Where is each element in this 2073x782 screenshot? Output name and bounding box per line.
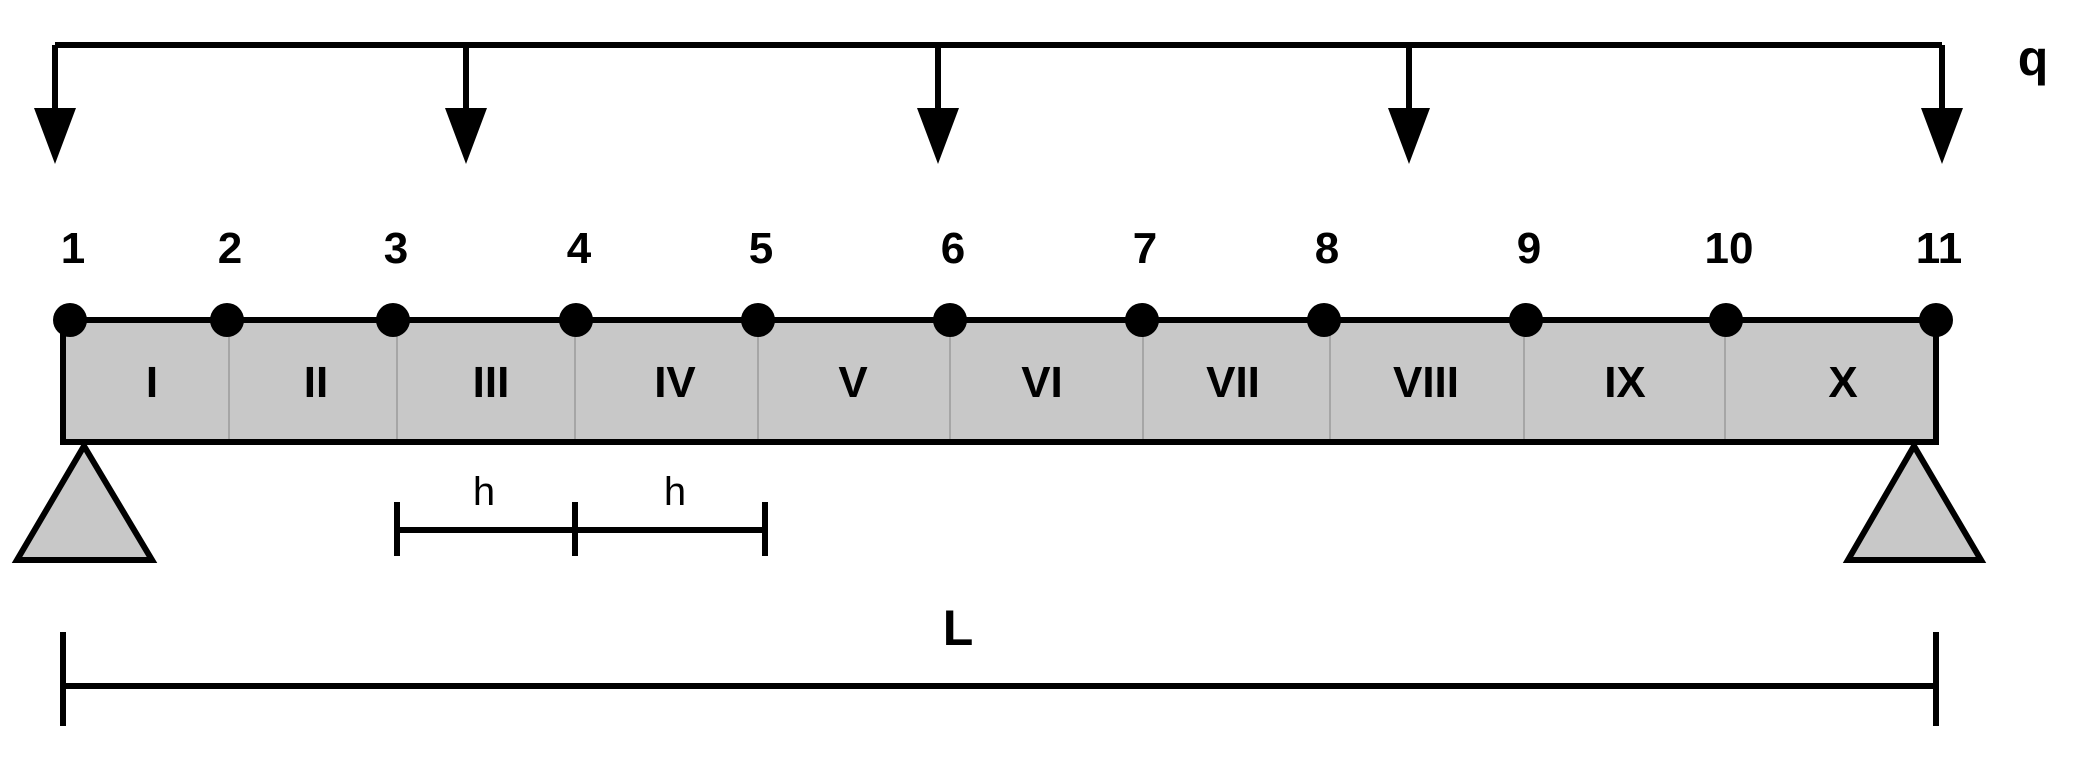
segment-label: IX <box>1604 358 1646 407</box>
node-label: 6 <box>941 224 965 273</box>
node-dot <box>1307 303 1341 337</box>
node-dot <box>1125 303 1159 337</box>
segment-label: VII <box>1206 358 1260 407</box>
length-dimension: L <box>60 600 1939 726</box>
distributed-load: q <box>34 30 2048 164</box>
node-dot <box>53 303 87 337</box>
node-label: 4 <box>567 224 592 273</box>
node-dot <box>210 303 244 337</box>
node-label: 7 <box>1133 224 1157 273</box>
node-dot <box>933 303 967 337</box>
node-dot <box>1709 303 1743 337</box>
segment-label: I <box>146 358 158 407</box>
node-labels: 1 2 3 4 5 6 7 8 9 10 11 <box>61 224 1963 273</box>
load-arrows <box>34 45 1963 164</box>
segment-label: II <box>304 358 328 407</box>
load-arrow-head <box>445 108 487 164</box>
left-support <box>11 440 158 563</box>
segment-label: V <box>838 358 868 407</box>
segment-dividers <box>228 323 1726 439</box>
node-label: 3 <box>384 224 408 273</box>
load-label: q <box>2018 30 2049 86</box>
h-label: h <box>664 470 686 514</box>
node-label: 10 <box>1705 224 1754 273</box>
node-label: 5 <box>749 224 773 273</box>
node-label: 8 <box>1315 224 1339 273</box>
node-dot <box>1919 303 1953 337</box>
load-arrow-head <box>34 108 76 164</box>
node-dot <box>376 303 410 337</box>
segment-label: III <box>473 358 510 407</box>
node-label: 2 <box>218 224 242 273</box>
load-arrow-head <box>1921 108 1963 164</box>
node-label: 1 <box>61 224 85 273</box>
beam-body <box>60 317 1939 445</box>
load-arrow-head <box>917 108 959 164</box>
node-dot <box>559 303 593 337</box>
segment-labels: I II III IV V VI VII VIII IX X <box>146 358 1858 407</box>
right-support <box>1842 440 1987 563</box>
node-dot <box>1509 303 1543 337</box>
L-label: L <box>943 600 974 656</box>
segment-label: X <box>1828 358 1857 407</box>
node-label: 11 <box>1916 224 1963 273</box>
segment-label: VI <box>1021 358 1063 407</box>
node-dot <box>741 303 775 337</box>
segment-label: IV <box>654 358 696 407</box>
spacing-dimension: h h <box>394 470 768 556</box>
node-dots <box>53 303 1953 337</box>
beam: I II III IV V VI VII VIII IX X <box>60 317 1939 445</box>
segment-label: VIII <box>1393 358 1459 407</box>
load-arrow-head <box>1388 108 1430 164</box>
node-label: 9 <box>1517 224 1541 273</box>
h-label: h <box>473 470 495 514</box>
supports <box>11 440 1987 563</box>
